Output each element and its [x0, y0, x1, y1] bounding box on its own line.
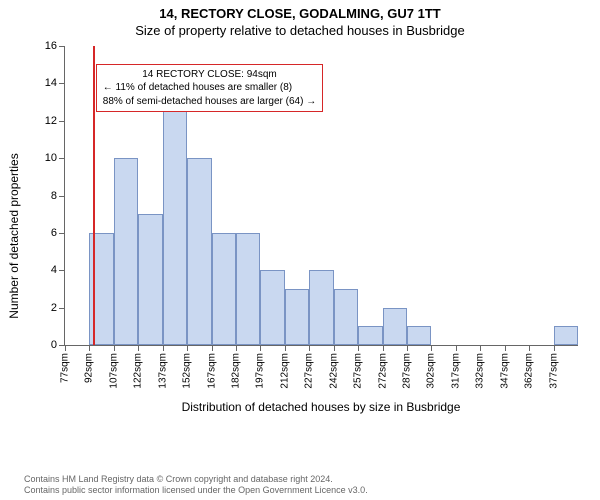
x-tick: [505, 345, 506, 351]
x-tick: [529, 345, 530, 351]
footer-line-2: Contains public sector information licen…: [24, 485, 368, 496]
y-tick-label: 4: [51, 264, 57, 276]
marker-line: [93, 46, 95, 345]
x-tick: [187, 345, 188, 351]
plot-region: 14 RECTORY CLOSE: 94sqm← 11% of detached…: [64, 46, 578, 346]
x-tick-label: 272sqm: [377, 353, 388, 389]
y-tick-label: 10: [45, 152, 57, 164]
x-tick-label: 377sqm: [548, 353, 559, 389]
x-tick: [309, 345, 310, 351]
x-tick-label: 227sqm: [304, 353, 315, 389]
x-tick-label: 287sqm: [402, 353, 413, 389]
x-tick: [358, 345, 359, 351]
histogram-bar: [334, 289, 358, 345]
histogram-bar: [285, 289, 309, 345]
x-tick-label: 182sqm: [231, 353, 242, 389]
y-tick: [59, 158, 65, 159]
y-axis-label: Number of detached properties: [7, 153, 21, 318]
y-tick-label: 14: [45, 77, 57, 89]
x-tick-label: 107sqm: [108, 353, 119, 389]
histogram-bar: [383, 308, 407, 345]
x-tick: [480, 345, 481, 351]
x-tick-label: 137sqm: [157, 353, 168, 389]
x-tick: [89, 345, 90, 351]
x-tick-label: 242sqm: [328, 353, 339, 389]
histogram-bar: [260, 270, 284, 345]
x-tick: [260, 345, 261, 351]
y-tick: [59, 196, 65, 197]
footer-line-1: Contains HM Land Registry data © Crown c…: [24, 474, 368, 485]
histogram-bar: [358, 326, 382, 345]
y-tick: [59, 46, 65, 47]
y-tick: [59, 308, 65, 309]
y-tick: [59, 270, 65, 271]
histogram-bar: [407, 326, 431, 345]
y-tick: [59, 233, 65, 234]
y-tick-label: 16: [45, 40, 57, 52]
x-tick-label: 152sqm: [182, 353, 193, 389]
x-tick-label: 77sqm: [60, 353, 71, 383]
histogram-bar: [114, 158, 138, 345]
chart-title-sub: Size of property relative to detached ho…: [0, 21, 600, 38]
histogram-bar: [554, 326, 578, 345]
annotation-line: ← 11% of detached houses are smaller (8): [103, 81, 316, 95]
x-tick-label: 362sqm: [524, 353, 535, 389]
x-tick: [138, 345, 139, 351]
x-tick: [456, 345, 457, 351]
y-tick-label: 6: [51, 227, 57, 239]
x-tick-label: 167sqm: [206, 353, 217, 389]
x-tick-label: 197sqm: [255, 353, 266, 389]
annotation-box: 14 RECTORY CLOSE: 94sqm← 11% of detached…: [96, 64, 323, 113]
histogram-bar: [163, 102, 187, 345]
y-tick: [59, 83, 65, 84]
x-tick-label: 332sqm: [475, 353, 486, 389]
x-tick: [212, 345, 213, 351]
histogram-bar: [187, 158, 211, 345]
x-tick: [163, 345, 164, 351]
annotation-line: 88% of semi-detached houses are larger (…: [103, 95, 316, 109]
x-tick-label: 92sqm: [84, 353, 95, 383]
y-tick-label: 0: [51, 339, 57, 351]
x-tick: [554, 345, 555, 351]
y-tick-label: 8: [51, 190, 57, 202]
histogram-bar: [309, 270, 333, 345]
x-tick-label: 302sqm: [426, 353, 437, 389]
x-tick-label: 257sqm: [353, 353, 364, 389]
x-tick-label: 317sqm: [450, 353, 461, 389]
histogram-bar: [212, 233, 236, 345]
chart-title-main: 14, RECTORY CLOSE, GODALMING, GU7 1TT: [0, 0, 600, 21]
y-tick-label: 2: [51, 302, 57, 314]
x-tick-label: 347sqm: [499, 353, 510, 389]
x-tick: [114, 345, 115, 351]
x-tick: [285, 345, 286, 351]
x-tick: [431, 345, 432, 351]
x-tick: [65, 345, 66, 351]
y-tick-label: 12: [45, 115, 57, 127]
x-tick-label: 122sqm: [133, 353, 144, 389]
x-tick: [334, 345, 335, 351]
histogram-bar: [236, 233, 260, 345]
histogram-bar: [138, 214, 162, 345]
x-tick: [383, 345, 384, 351]
x-tick-label: 212sqm: [279, 353, 290, 389]
annotation-line: 14 RECTORY CLOSE: 94sqm: [103, 68, 316, 82]
chart-area: Number of detached properties 14 RECTORY…: [28, 46, 586, 426]
x-tick: [236, 345, 237, 351]
x-tick: [407, 345, 408, 351]
chart-container: 14, RECTORY CLOSE, GODALMING, GU7 1TT Si…: [0, 0, 600, 500]
footer-attribution: Contains HM Land Registry data © Crown c…: [24, 474, 368, 497]
y-tick: [59, 121, 65, 122]
x-axis-label: Distribution of detached houses by size …: [64, 400, 578, 414]
